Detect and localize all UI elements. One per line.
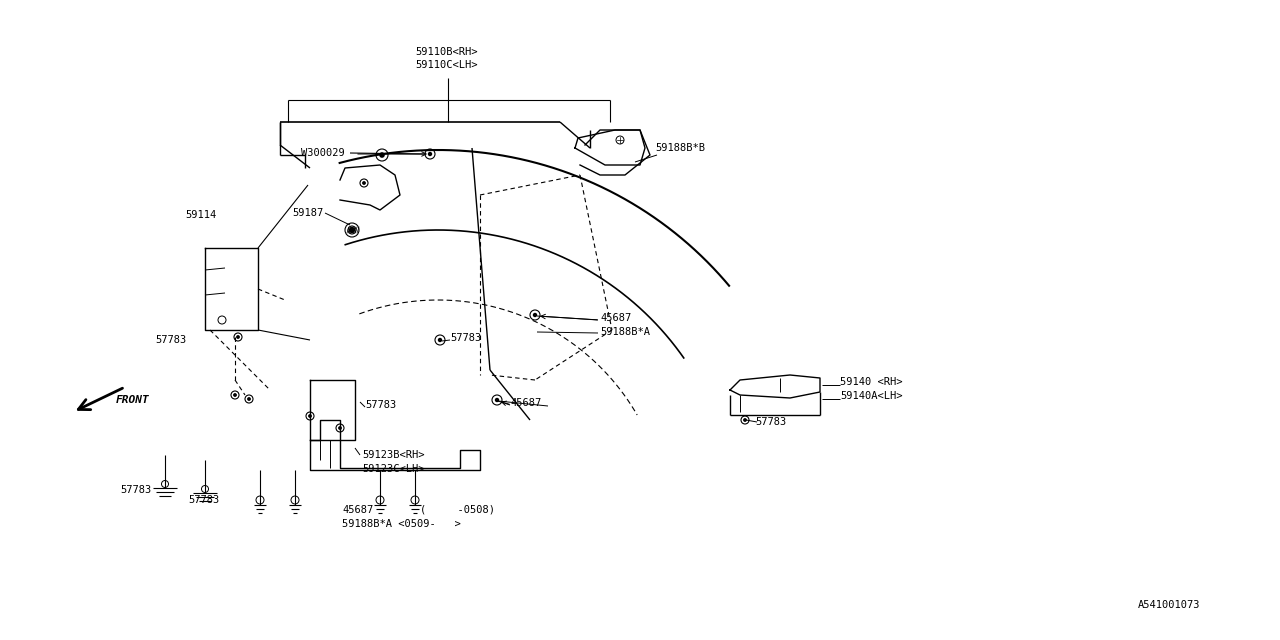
Circle shape — [439, 339, 442, 342]
Circle shape — [380, 153, 384, 157]
Text: 59123C<LH>: 59123C<LH> — [362, 464, 425, 474]
Text: 57783: 57783 — [755, 417, 786, 427]
Text: 59114: 59114 — [186, 210, 216, 220]
Text: 59188B*B: 59188B*B — [655, 143, 705, 153]
Text: 59110C<LH>: 59110C<LH> — [415, 60, 477, 70]
Text: FRONT: FRONT — [116, 395, 150, 405]
Text: W300029: W300029 — [301, 148, 346, 158]
Text: 59110B<RH>: 59110B<RH> — [415, 47, 477, 57]
Text: 57783: 57783 — [155, 335, 187, 345]
Circle shape — [351, 228, 353, 231]
Text: 57783: 57783 — [188, 495, 219, 505]
Circle shape — [339, 427, 342, 429]
Circle shape — [362, 182, 365, 184]
Text: 57783: 57783 — [451, 333, 481, 343]
Circle shape — [534, 314, 536, 317]
Circle shape — [234, 394, 237, 396]
Text: 45687: 45687 — [509, 398, 541, 408]
Text: 57783: 57783 — [365, 400, 397, 410]
Text: 59140 <RH>: 59140 <RH> — [840, 377, 902, 387]
Text: (     -0508): ( -0508) — [420, 505, 495, 515]
Circle shape — [495, 399, 498, 401]
Circle shape — [349, 227, 355, 232]
Circle shape — [237, 336, 239, 338]
Circle shape — [429, 152, 431, 156]
Text: 59188B*A <0509-   >: 59188B*A <0509- > — [342, 519, 461, 529]
Text: 59123B<RH>: 59123B<RH> — [362, 450, 425, 460]
Text: 57783: 57783 — [120, 485, 151, 495]
Circle shape — [308, 415, 311, 417]
Text: 59140A<LH>: 59140A<LH> — [840, 391, 902, 401]
Text: 59188B*A: 59188B*A — [600, 327, 650, 337]
Text: A541001073: A541001073 — [1138, 600, 1201, 610]
Circle shape — [248, 398, 250, 400]
Circle shape — [744, 419, 746, 421]
Text: 45687: 45687 — [600, 313, 631, 323]
Text: 59187: 59187 — [292, 208, 324, 218]
Text: 45687: 45687 — [342, 505, 374, 515]
